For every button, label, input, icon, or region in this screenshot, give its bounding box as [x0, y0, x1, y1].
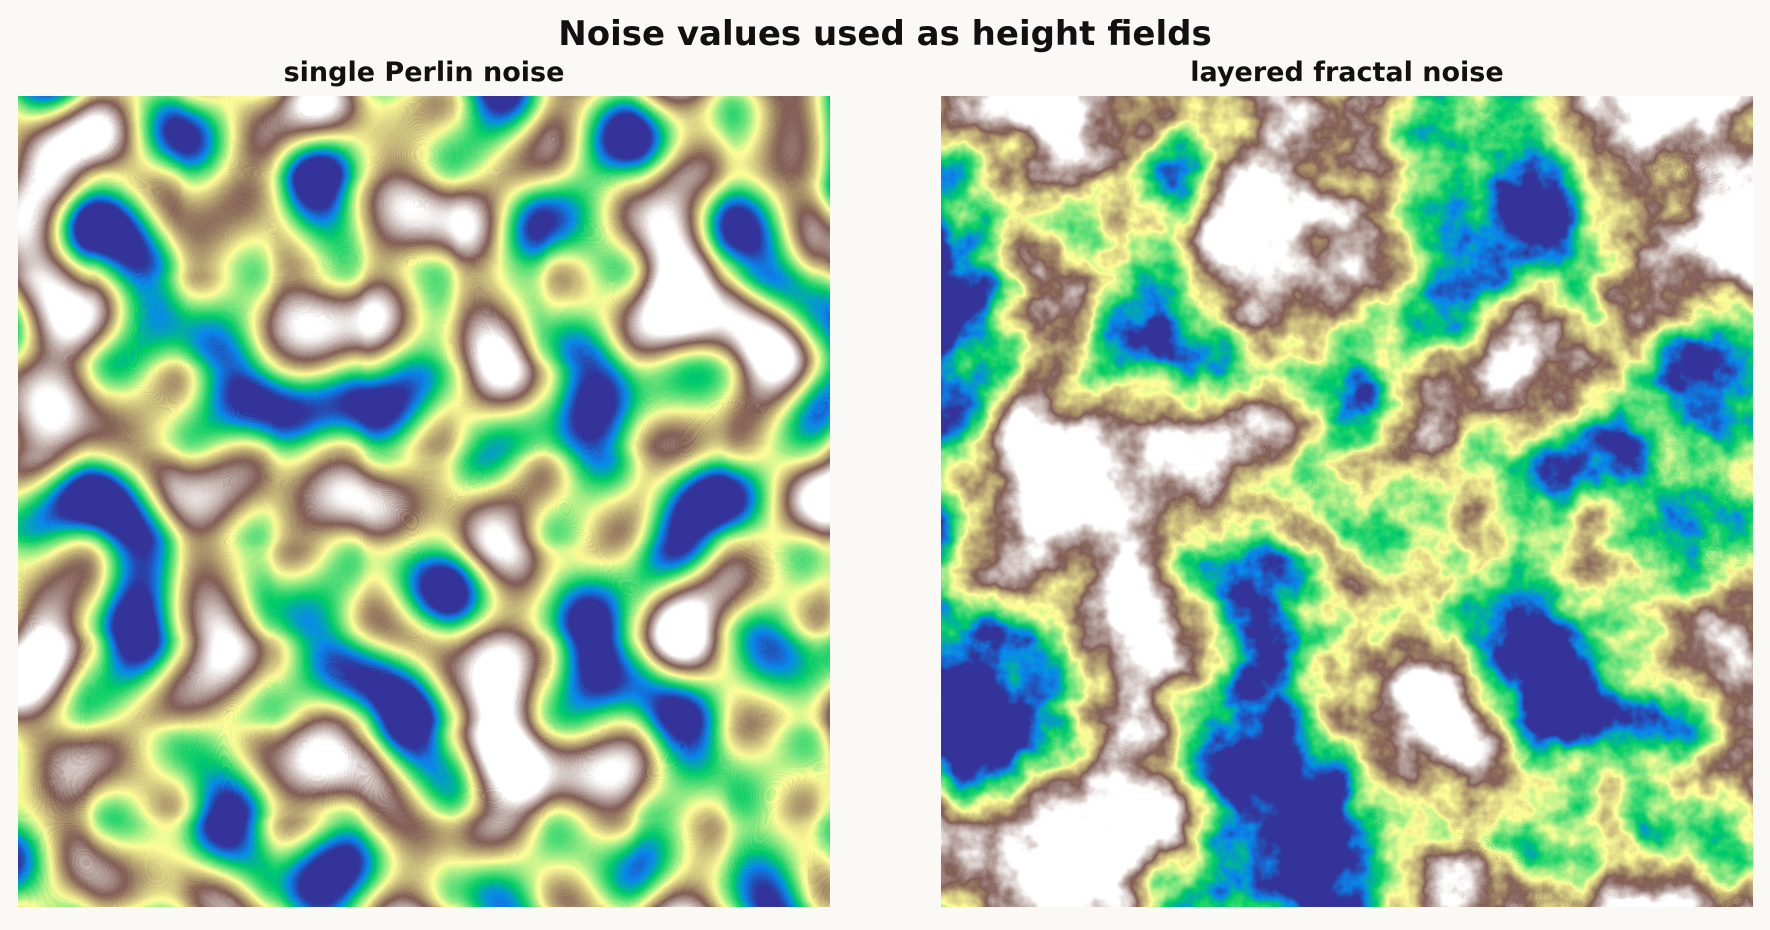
panel-title: single Perlin noise — [284, 57, 565, 88]
figure-title: Noise values used as height fields — [558, 14, 1211, 54]
panel-title: layered fractal noise — [1190, 57, 1503, 88]
noise-image — [941, 96, 1753, 907]
noise-image — [18, 96, 830, 907]
